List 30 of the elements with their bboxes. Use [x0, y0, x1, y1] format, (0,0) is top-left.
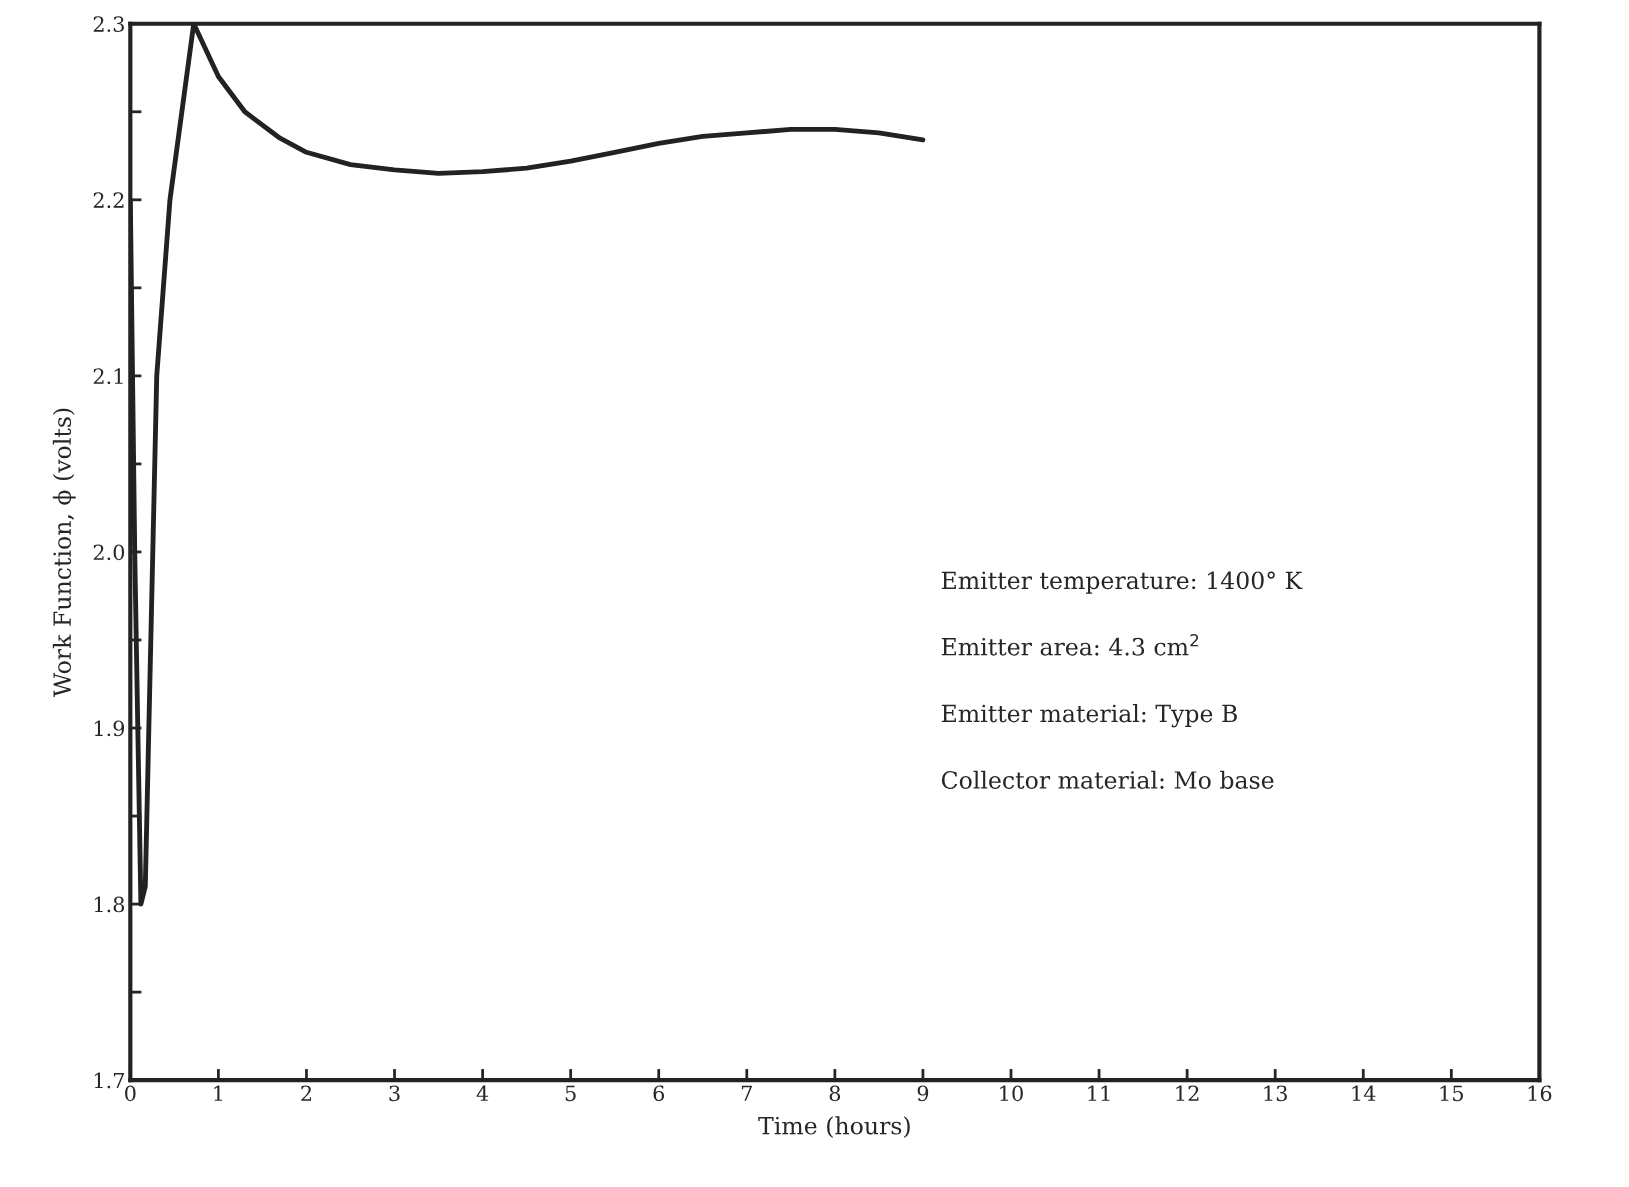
x-tick-label: 7 [741, 1085, 752, 1101]
annotation: Collector material: Mo base [941, 770, 1274, 789]
x-axis-title: Time (hours) [758, 1116, 910, 1138]
x-tick-label: 4 [476, 1085, 489, 1101]
annotation: Emitter area: 4.3 cm$^{2}$ [941, 634, 1199, 656]
x-tick-label: 0 [125, 1085, 136, 1102]
annotation: Emitter material: Type B [941, 704, 1237, 728]
x-tick-label: 12 [1176, 1085, 1199, 1101]
y-axis-title: Work Function, ϕ (volts) [52, 408, 76, 697]
x-tick-label: 16 [1528, 1085, 1552, 1102]
x-tick-label: 10 [1000, 1085, 1023, 1102]
x-tick-label: 11 [1088, 1085, 1110, 1101]
annotation: Emitter temperature: 1400° K [941, 571, 1303, 594]
x-tick-label: 15 [1440, 1085, 1463, 1102]
x-tick-label: 13 [1264, 1085, 1287, 1102]
x-tick-label: 14 [1352, 1085, 1376, 1101]
y-tick-label: 2.3 [93, 16, 124, 32]
x-tick-label: 3 [389, 1085, 400, 1102]
x-tick-label: 9 [917, 1085, 929, 1102]
x-tick-label: 8 [829, 1085, 841, 1102]
x-tick-label: 1 [214, 1085, 223, 1101]
y-tick-label: 2.2 [93, 192, 124, 209]
x-tick-label: 2 [301, 1085, 312, 1101]
y-tick-label: 1.9 [94, 720, 125, 737]
y-tick-label: 1.7 [94, 1072, 124, 1089]
y-tick-label: 1.8 [94, 896, 125, 913]
y-tick-label: 2.0 [93, 544, 125, 561]
x-tick-label: 6 [653, 1085, 665, 1102]
y-tick-label: 2.1 [93, 368, 123, 385]
x-tick-label: 5 [565, 1085, 576, 1102]
